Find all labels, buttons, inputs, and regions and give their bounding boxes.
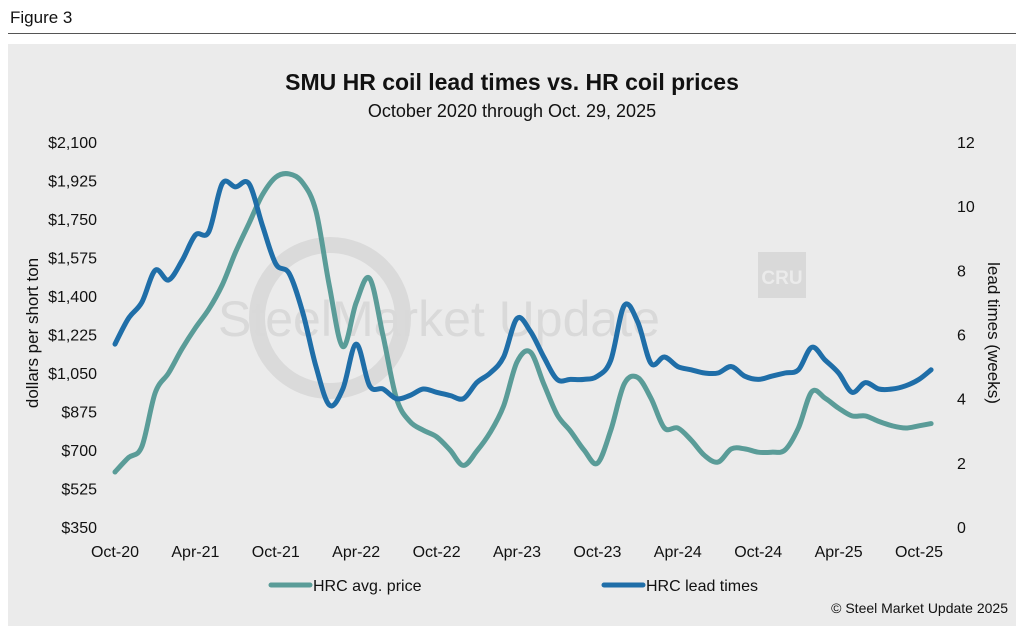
y2-tick-label: 0 bbox=[957, 520, 966, 537]
y-tick-label: $350 bbox=[61, 520, 97, 537]
y2-tick-label: 8 bbox=[957, 263, 966, 280]
y2-tick-label: 6 bbox=[957, 328, 966, 345]
y2-axis-title: lead times (weeks) bbox=[984, 262, 1003, 404]
y2-tick-label: 4 bbox=[957, 392, 966, 409]
series-lines bbox=[112, 171, 934, 475]
x-tick-label: Apr-22 bbox=[332, 544, 380, 561]
y-tick-label: $875 bbox=[61, 405, 97, 422]
y2-tick-label: 2 bbox=[957, 456, 966, 473]
y2-tick-label: 10 bbox=[957, 199, 975, 216]
x-tick-label: Apr-25 bbox=[815, 544, 863, 561]
y2-axis-ticks: 12 10 8 6 4 2 0 bbox=[957, 135, 975, 537]
figure-divider bbox=[8, 33, 1016, 34]
x-tick-label: Oct-22 bbox=[413, 544, 461, 561]
y-tick-label: $1,925 bbox=[48, 174, 97, 191]
x-axis-ticks: Oct-20 Apr-21 Oct-21 Apr-22 Oct-22 Apr-23 Oct-… bbox=[91, 544, 943, 561]
x-tick-label: Oct-23 bbox=[573, 544, 621, 561]
chart-title: SMU HR coil lead times vs. HR coil price… bbox=[285, 69, 739, 95]
x-tick-label: Oct-25 bbox=[895, 544, 943, 561]
x-tick-label: Apr-21 bbox=[171, 544, 219, 561]
y-axis-ticks: $2,100 $1,925 $1,750 $1,575 $1,400 $1,225 $1,0… bbox=[48, 135, 97, 537]
copyright: © Steel Market Update 2025 bbox=[831, 600, 1008, 616]
y-axis-title: dollars per short ton bbox=[23, 258, 42, 408]
x-tick-label: Apr-23 bbox=[493, 544, 541, 561]
y-tick-label: $2,100 bbox=[48, 135, 97, 152]
x-tick-label: Oct-21 bbox=[252, 544, 300, 561]
watermark-ring bbox=[249, 237, 411, 399]
x-tick-label: Oct-24 bbox=[734, 544, 782, 561]
watermark-logo: CRU bbox=[761, 268, 802, 289]
chart-subtitle: October 2020 through Oct. 29, 2025 bbox=[368, 101, 656, 121]
x-tick-label: Oct-20 bbox=[91, 544, 139, 561]
x-tick-label: Apr-24 bbox=[654, 544, 702, 561]
y-tick-label: $525 bbox=[61, 482, 97, 499]
y-tick-label: $700 bbox=[61, 443, 97, 460]
legend-label-price: HRC avg. price bbox=[313, 578, 422, 595]
watermark-logo-box bbox=[758, 252, 806, 298]
y-tick-label: $1,225 bbox=[48, 328, 97, 345]
y-tick-label: $1,400 bbox=[48, 289, 97, 306]
y-tick-label: $1,050 bbox=[48, 366, 97, 383]
y-tick-label: $1,750 bbox=[48, 212, 97, 229]
watermark-text: SteelMarket Update bbox=[218, 291, 660, 347]
figure-label: Figure 3 bbox=[10, 8, 73, 27]
legend-label-lead: HRC lead times bbox=[646, 578, 758, 595]
y2-tick-label: 12 bbox=[957, 135, 975, 152]
y-tick-label: $1,575 bbox=[48, 251, 97, 268]
series-line-lead bbox=[112, 178, 934, 409]
series-line-price bbox=[112, 171, 934, 475]
